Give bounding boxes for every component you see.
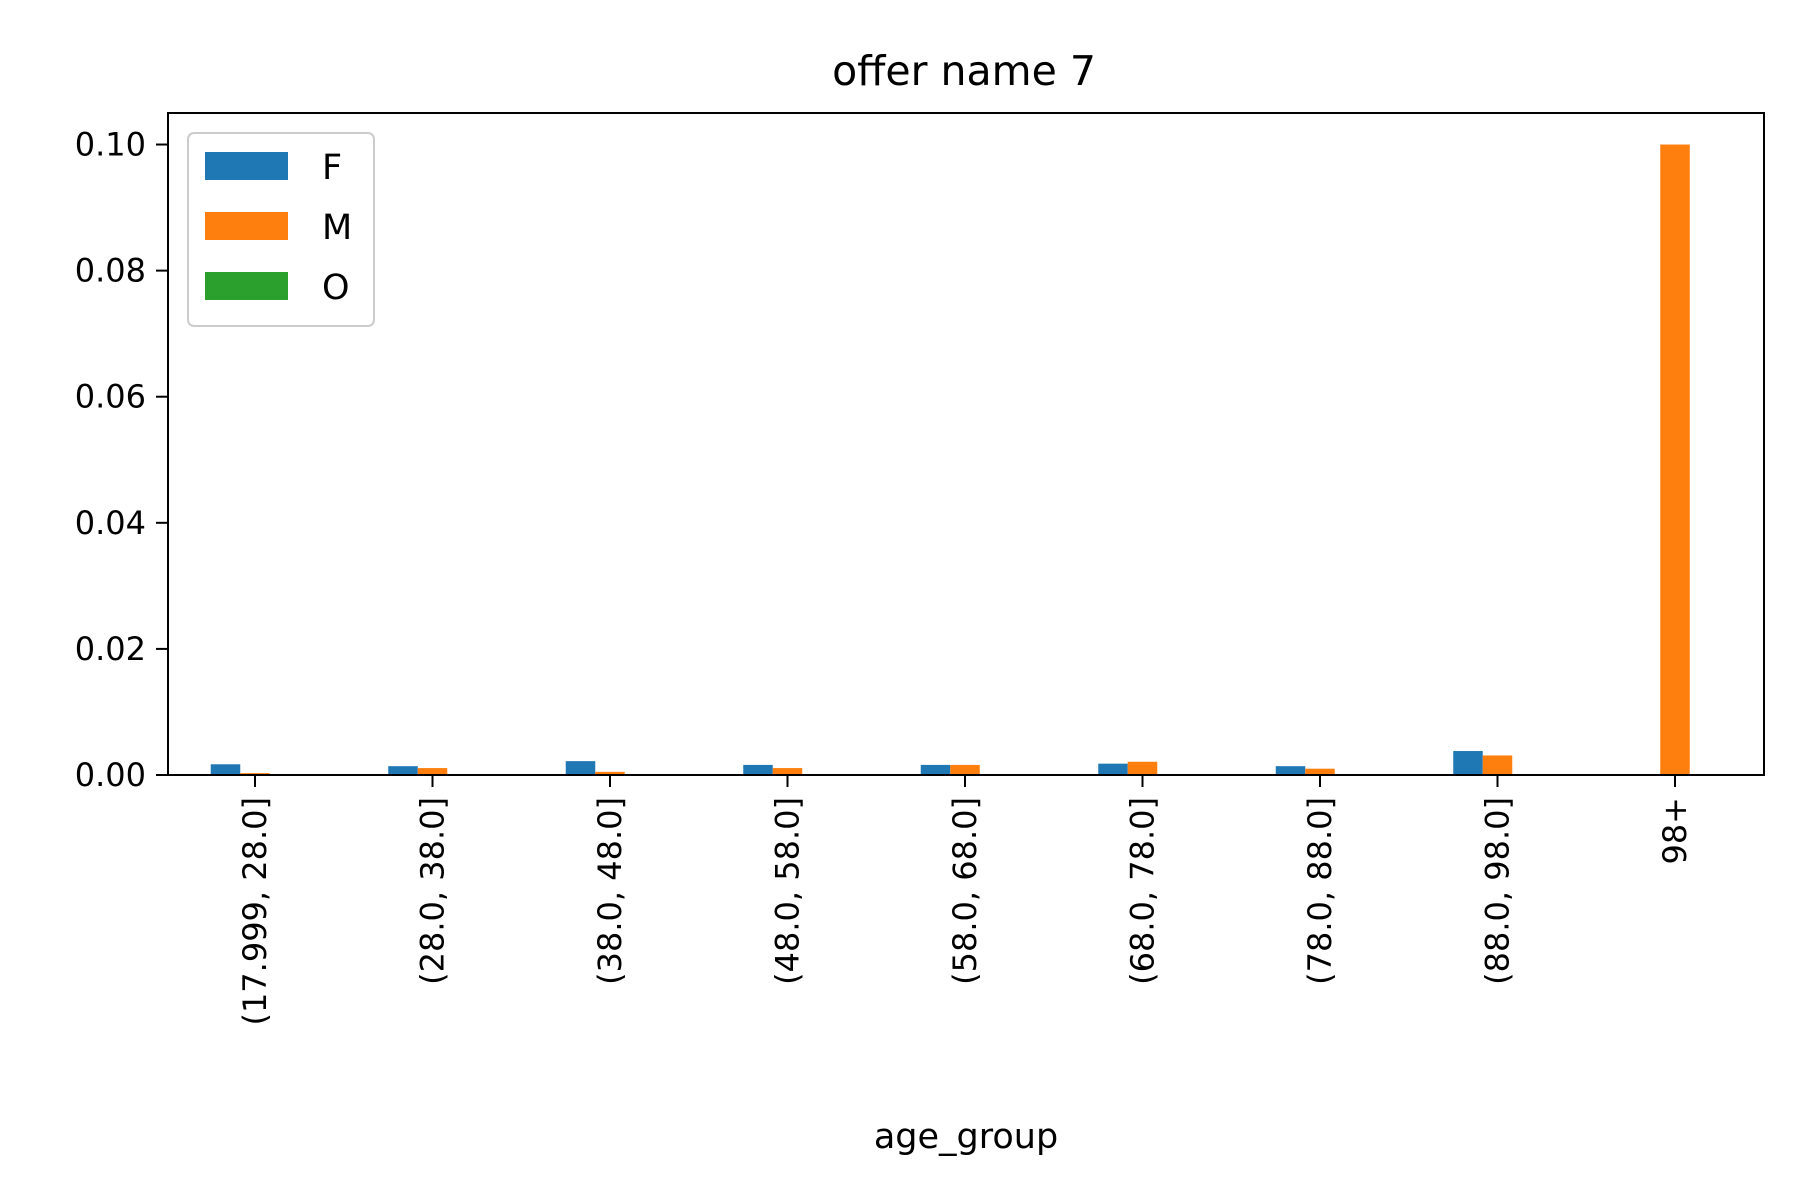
y-tick-label: 0.04	[75, 504, 146, 542]
legend-swatch-O	[205, 272, 288, 300]
bar-M-5	[1127, 761, 1158, 775]
bar-F-6	[1275, 766, 1306, 775]
bar-F-7	[1453, 751, 1483, 775]
y-tick-label: 0.00	[75, 756, 146, 794]
bar-M-2	[595, 771, 625, 775]
x-tick-label: (88.0, 98.0]	[1479, 797, 1517, 985]
x-tick-label: 98+	[1656, 797, 1694, 865]
y-axis-ticks: 0.00 0.02 0.04 0.06 0.08 0.10	[75, 126, 168, 794]
bar-M-7	[1482, 755, 1513, 775]
legend: FMO	[187, 132, 375, 327]
x-tick-label: (68.0, 78.0]	[1124, 797, 1162, 985]
bar-M-8	[1660, 144, 1690, 775]
x-tick-label: (38.0, 48.0]	[591, 797, 629, 985]
legend-label-F: F	[322, 148, 342, 188]
x-tick-label: (28.0, 38.0]	[414, 797, 452, 985]
bar-F-0	[210, 764, 241, 775]
y-tick-label: 0.02	[75, 630, 146, 668]
x-tick-label: (17.999, 28.0]	[236, 797, 274, 1026]
y-tick-label: 0.08	[75, 252, 146, 290]
chart-title: offer name 7	[832, 47, 1096, 95]
bar-M-3	[772, 768, 803, 775]
bar-F-3	[743, 764, 773, 775]
bar-M-6	[1305, 768, 1335, 775]
x-tick-label: (58.0, 68.0]	[946, 797, 984, 985]
bar-M-1	[417, 768, 448, 775]
plot-frame	[167, 112, 1765, 776]
legend-swatch-F	[205, 152, 288, 180]
legend-label-O: O	[322, 268, 350, 308]
bar-F-1	[388, 766, 418, 775]
legend-swatch-M	[205, 212, 288, 240]
x-tick-label: (48.0, 58.0]	[769, 797, 807, 985]
x-axis-label: age_group	[874, 1117, 1058, 1157]
y-tick-label: 0.06	[75, 378, 146, 416]
legend-label-M: M	[322, 208, 352, 248]
x-tick-label: (78.0, 88.0]	[1301, 797, 1339, 985]
bar-F-5	[1098, 763, 1128, 775]
y-tick-label: 0.10	[75, 126, 146, 164]
bar-M-4	[950, 764, 980, 775]
bar-F-2	[565, 761, 596, 775]
bars-layer	[210, 144, 1690, 775]
bar-F-4	[920, 764, 951, 775]
x-axis-ticks: (17.999, 28.0] (28.0, 38.0] (38.0, 48.0] (4…	[236, 775, 1694, 1026]
